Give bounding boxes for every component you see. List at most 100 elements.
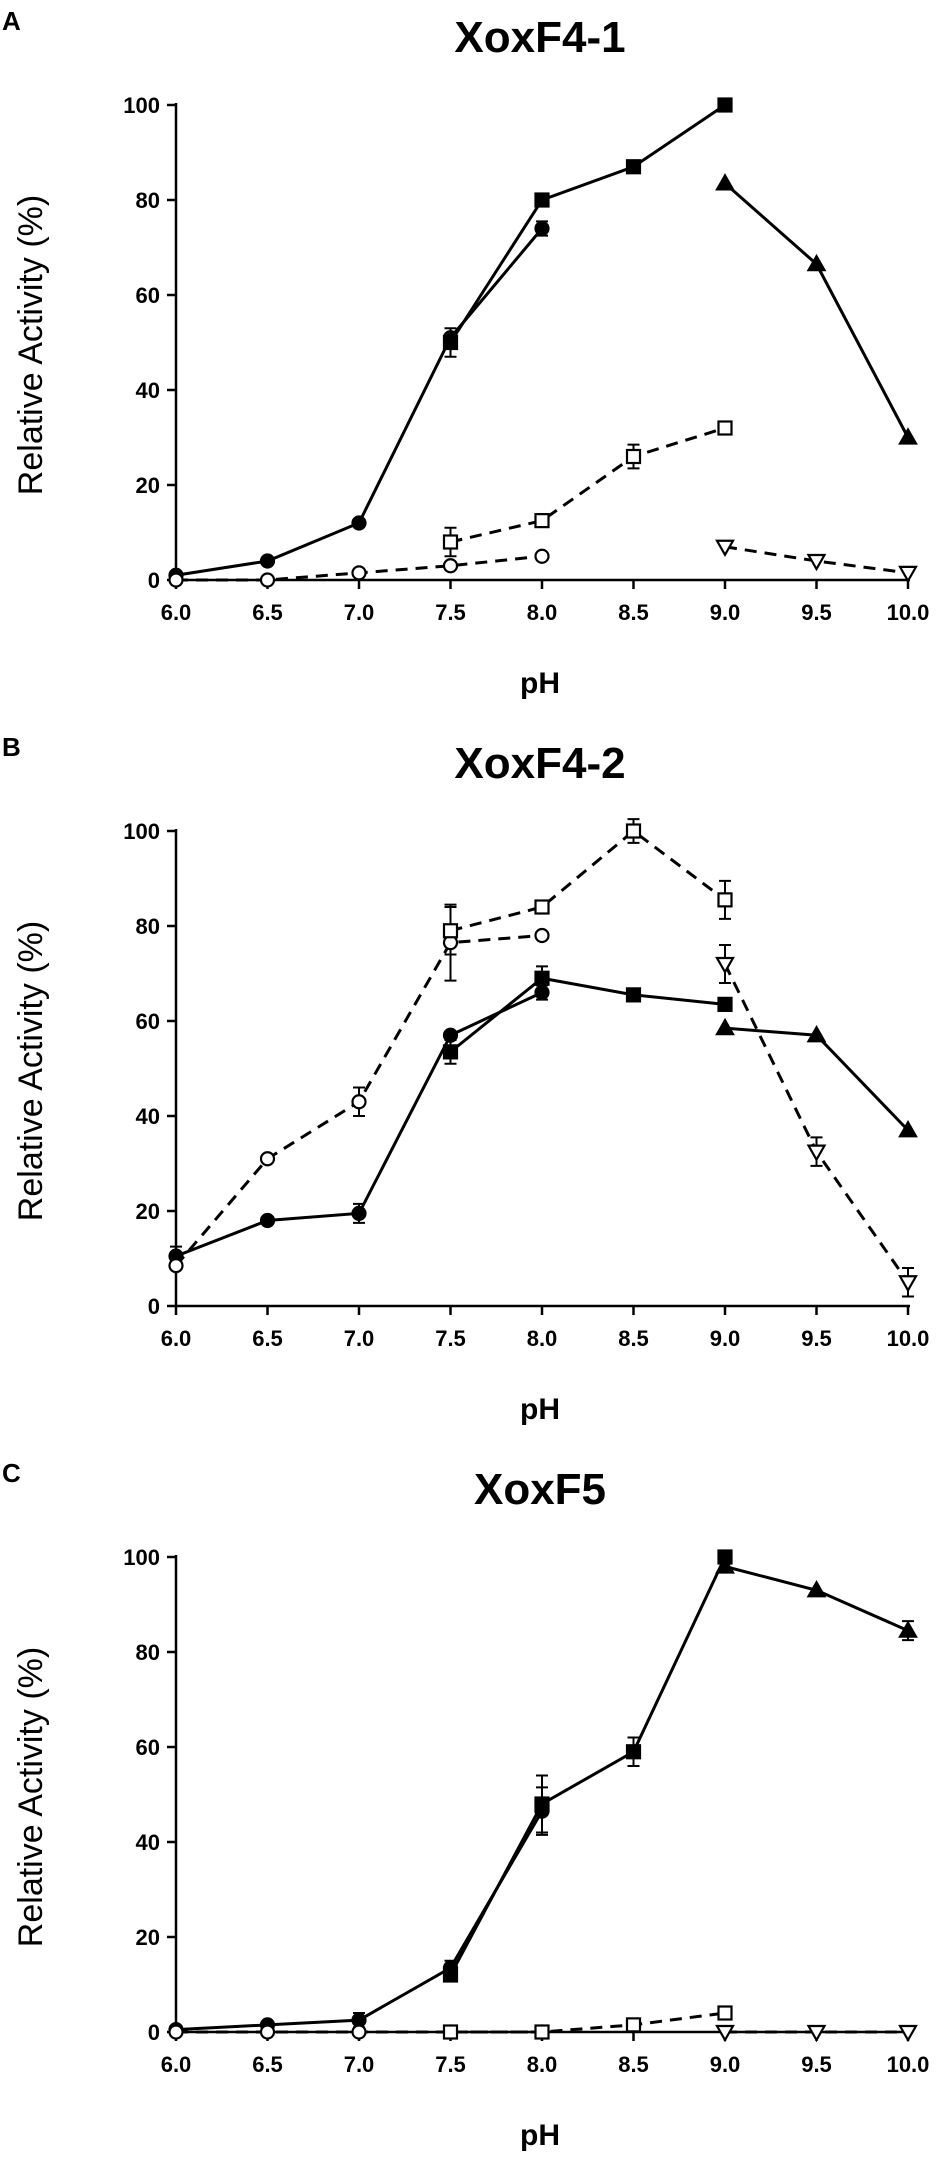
y-tick-label: 0	[148, 1294, 160, 1319]
series-line	[723, 963, 910, 1284]
data-point	[351, 515, 367, 531]
x-tick-label: 9.0	[710, 2052, 741, 2077]
series-line	[724, 1565, 909, 1632]
data-point	[717, 2005, 733, 2021]
data-point	[898, 427, 918, 445]
chart-title: XoxF5	[474, 1465, 606, 1514]
x-tick-label: 9.5	[801, 2052, 832, 2077]
data-point	[806, 2024, 827, 2043]
data-point	[715, 1556, 735, 1574]
y-tick-label: 0	[148, 568, 160, 593]
data-point	[351, 1205, 367, 1221]
chart-panel-a: A XoxF4-1 Relative Activity (%) pH 6.0 6.…	[0, 0, 950, 726]
series-line	[449, 976, 726, 1054]
x-tick-label: 6.0	[161, 600, 192, 625]
data-point	[442, 1044, 459, 1060]
x-tick-label: 7.5	[435, 2052, 466, 2077]
data-point	[717, 892, 733, 908]
data-point	[442, 2024, 459, 2040]
x-tick-label: 10.0	[887, 1326, 930, 1351]
data-point	[717, 97, 733, 113]
x-tick-label: 7.0	[344, 600, 375, 625]
data-point	[806, 253, 827, 272]
data-point	[534, 192, 550, 208]
chart-a: A XoxF4-1 Relative Activity (%) pH 6.0 6.…	[2, 6, 929, 700]
x-tick-label: 8.0	[527, 600, 558, 625]
chart-b: B XoxF4-2 Relative Activity (%) pH 6.0 6.…	[2, 732, 930, 1426]
series-line	[450, 426, 726, 544]
data-point	[442, 1967, 459, 1983]
y-tick-label: 60	[136, 1735, 160, 1760]
data-point	[534, 1796, 550, 1812]
x-tick-label: 8.5	[618, 1326, 649, 1351]
data-point	[259, 1212, 276, 1229]
data-point	[625, 987, 642, 1003]
data-point	[168, 1258, 184, 1274]
y-tick-label: 80	[136, 1640, 160, 1665]
data-point	[806, 1144, 827, 1162]
data-point	[534, 548, 550, 564]
y-tick-label: 100	[123, 93, 160, 118]
data-point	[351, 2024, 367, 2040]
data-point	[625, 159, 642, 175]
data-point	[625, 1744, 642, 1760]
chart-title: XoxF4-1	[454, 13, 625, 62]
series-line	[450, 2011, 726, 2034]
data-point	[259, 553, 276, 569]
data-point	[534, 220, 550, 237]
y-tick-label: 40	[136, 1830, 160, 1855]
chart-panel-c: C XoxF5 Relative Activity (%) pH 6.0 6.5 7…	[0, 1452, 950, 2178]
y-tick-label: 100	[123, 1545, 160, 1570]
data-point	[534, 927, 550, 944]
panel-letter: C	[2, 1458, 21, 1488]
chart-title: XoxF4-2	[454, 739, 625, 788]
x-tick-label: 8.0	[527, 1326, 558, 1351]
x-tick-label: 6.5	[252, 1326, 283, 1351]
data-point	[534, 899, 550, 915]
chart-panel-b: B XoxF4-2 Relative Activity (%) pH 6.0 6.…	[0, 726, 950, 1452]
chart-c: C XoxF5 Relative Activity (%) pH 6.0 6.5 7…	[2, 1458, 930, 2152]
x-tick-label: 8.5	[618, 2052, 649, 2077]
data-point	[898, 1120, 918, 1138]
data-point	[259, 572, 276, 588]
x-tick-label: 10.0	[887, 2052, 930, 2077]
y-tick-label: 40	[136, 378, 160, 403]
x-tick-label: 7.5	[435, 1326, 466, 1351]
data-point	[442, 334, 459, 351]
series-line	[175, 1810, 544, 2032]
data-point	[625, 823, 642, 839]
x-tick-label: 9.0	[710, 1326, 741, 1351]
data-point	[898, 1275, 918, 1293]
data-point	[715, 1017, 735, 1036]
series-line	[724, 182, 910, 439]
x-tick-label: 6.0	[161, 1326, 192, 1351]
data-point	[715, 173, 735, 191]
y-tick-label: 20	[136, 1925, 160, 1950]
data-point	[806, 1025, 827, 1043]
data-point	[351, 565, 367, 581]
x-axis-label: pH	[520, 1393, 560, 1426]
y-tick-label: 60	[136, 1009, 160, 1034]
y-tick-label: 60	[136, 283, 160, 308]
data-point	[625, 2017, 642, 2033]
data-point	[898, 2024, 918, 2043]
data-point	[442, 558, 459, 574]
x-tick-label: 7.5	[435, 600, 466, 625]
y-tick-label: 20	[136, 1199, 160, 1224]
x-tick-label: 9.5	[801, 1326, 832, 1351]
x-tick-label: 9.5	[801, 600, 832, 625]
data-point	[898, 1620, 918, 1638]
series-line	[724, 1026, 910, 1132]
x-tick-label: 8.5	[618, 600, 649, 625]
data-point	[534, 2024, 550, 2040]
data-point	[898, 565, 918, 584]
x-tick-label: 6.5	[252, 600, 283, 625]
x-tick-label: 6.5	[252, 2052, 283, 2077]
data-point	[534, 970, 550, 986]
data-point	[717, 996, 733, 1012]
x-tick-label: 7.0	[344, 2052, 375, 2077]
y-tick-label: 20	[136, 473, 160, 498]
x-tick-label: 9.0	[710, 600, 741, 625]
y-axis-label: Relative Activity (%)	[12, 921, 50, 1221]
data-point	[442, 923, 459, 939]
